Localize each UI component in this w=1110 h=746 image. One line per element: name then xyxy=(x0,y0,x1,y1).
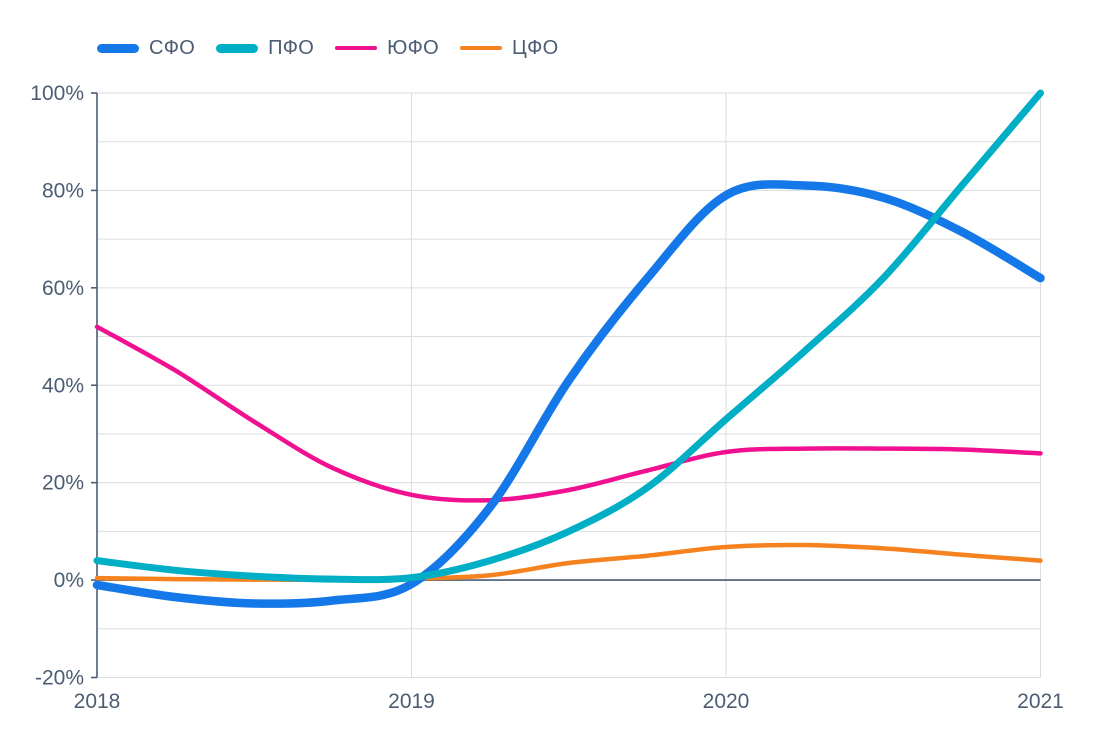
legend-item-ЮФО[interactable]: ЮФО xyxy=(335,37,439,60)
series-line-ЮФО xyxy=(94,324,1043,503)
legend-item-ЦФО[interactable]: ЦФО xyxy=(460,37,558,60)
x-tick-label-2019: 2019 xyxy=(388,690,435,713)
x-tick-label-2020: 2020 xyxy=(703,690,750,713)
y-tick-label-60: 60% xyxy=(42,277,84,300)
x-tick-label-2018: 2018 xyxy=(74,690,121,713)
legend-item-label: СФО xyxy=(149,36,196,59)
legend: СФО ПФО ЮФО ЦФО xyxy=(97,37,559,59)
x-tick-label-2021: 2021 xyxy=(1017,690,1064,713)
legend-item-label: ЦФО xyxy=(512,36,559,59)
series-line-СФО xyxy=(92,180,1045,608)
series-line-ПФО xyxy=(93,89,1044,584)
y-tick-label-40: 40% xyxy=(42,374,84,397)
legend-swatch-icon xyxy=(335,46,378,50)
legend-swatch-icon xyxy=(460,46,503,50)
y-tick-label-0: 0% xyxy=(54,569,84,592)
legend-swatch-icon xyxy=(216,43,259,53)
legend-swatch-icon xyxy=(97,43,139,53)
y-tick-label-100: 100% xyxy=(30,82,84,105)
y-tick-label-20: 20% xyxy=(42,472,84,495)
legend-item-label: ЮФО xyxy=(387,36,440,59)
legend-item-СФО[interactable]: СФО xyxy=(97,37,195,60)
legend-item-ПФО[interactable]: ПФО xyxy=(216,37,314,60)
legend-item-label: ПФО xyxy=(268,36,315,59)
y-tick-label--20: -20% xyxy=(35,667,84,690)
y-tick-label-80: 80% xyxy=(42,179,84,202)
